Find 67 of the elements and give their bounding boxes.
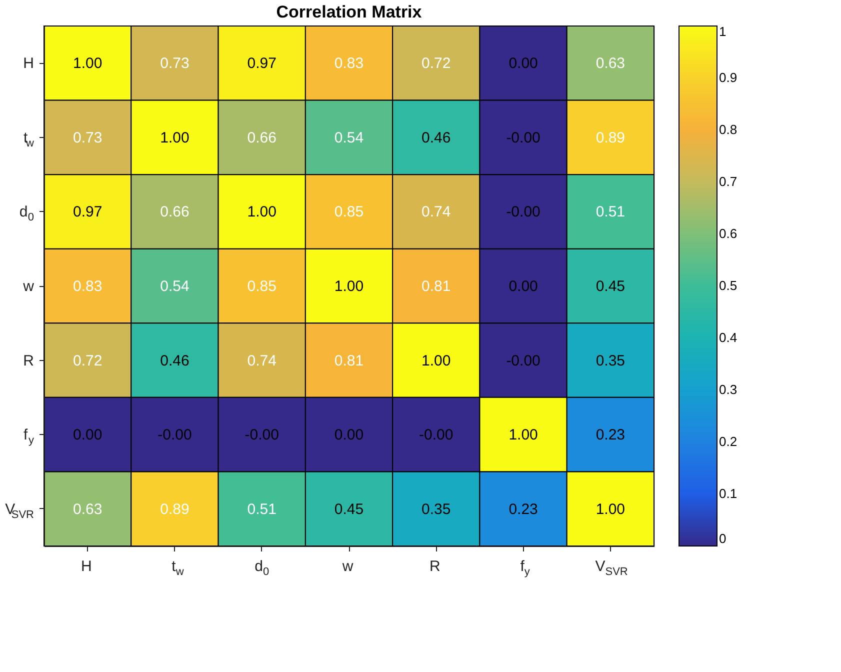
data-label: -0.00	[506, 204, 540, 221]
data-label: 1.00	[422, 352, 451, 370]
color-bar-label: 0.9	[719, 70, 738, 85]
color-bar-label: 0.2	[719, 434, 738, 449]
data-label: -0.00	[506, 129, 540, 146]
data-label: 0.00	[72, 426, 102, 444]
data-label: 0.46	[160, 352, 190, 370]
color-bar-label: 1	[719, 24, 726, 39]
data-label: 0.51	[596, 204, 626, 221]
data-label: 0.81	[334, 352, 364, 370]
y-tick-label: w	[22, 278, 34, 295]
data-label: 0.45	[596, 278, 626, 295]
data-label: 0.74	[422, 204, 451, 221]
data-label: 0.89	[596, 129, 626, 146]
data-label: 0.83	[334, 55, 364, 72]
data-label: 0.23	[508, 500, 538, 518]
data-label: 1.00	[160, 129, 190, 146]
data-label: 0.85	[334, 204, 364, 221]
data-label: -0.00	[158, 426, 192, 444]
color-bar-label: 0.3	[719, 382, 738, 397]
data-label: 0.85	[247, 278, 276, 295]
color-bar-label: 0.6	[719, 226, 738, 241]
color-bar-label: 0.8	[719, 122, 738, 137]
data-label: 0.97	[247, 55, 276, 72]
data-label: 1.00	[247, 204, 276, 221]
data-label: 0.00	[334, 426, 364, 444]
y-tick-label: R	[23, 352, 34, 370]
data-label: 0.73	[72, 129, 102, 146]
data-label: 0.63	[72, 500, 102, 518]
data-label: 0.66	[247, 129, 276, 146]
data-label: 0.66	[160, 204, 190, 221]
data-label: 0.73	[160, 55, 190, 72]
data-label: 0.35	[596, 352, 626, 370]
x-tick-label: R	[430, 558, 441, 575]
y-tick-label: H	[23, 55, 34, 72]
color-bar-label: 0.7	[719, 174, 738, 189]
data-label: 0.00	[508, 278, 538, 295]
color-bar-label: 0.4	[719, 330, 738, 345]
data-label: 0.81	[422, 278, 451, 295]
data-label: 0.45	[334, 500, 364, 518]
data-label: 0.23	[596, 426, 626, 444]
data-label: 0.54	[160, 278, 190, 295]
data-label: 0.89	[160, 500, 190, 518]
data-label: 0.83	[72, 278, 102, 295]
data-label: 1.00	[72, 55, 102, 72]
x-tick-label: w	[341, 558, 354, 575]
data-label: 0.00	[508, 55, 538, 72]
data-label: -0.00	[244, 426, 279, 444]
data-label: 0.35	[422, 500, 451, 518]
data-label: 1.00	[508, 426, 538, 444]
data-label: 1.00	[596, 500, 626, 518]
x-tick-label: H	[80, 558, 92, 575]
data-label: 0.74	[247, 352, 276, 370]
data-label: 0.72	[72, 352, 102, 370]
data-label: 0.72	[422, 55, 451, 72]
color-bar-label: 0	[719, 531, 726, 546]
data-label: -0.00	[506, 352, 540, 370]
data-label: 0.97	[72, 204, 102, 221]
color-bar-label: 0.1	[719, 486, 738, 501]
data-label: 0.54	[334, 129, 364, 146]
data-label: 0.51	[247, 500, 276, 518]
chart-title: Correlation Matrix	[276, 2, 422, 22]
data-label: 1.00	[334, 278, 364, 295]
data-label: -0.00	[419, 426, 454, 444]
data-label: 0.63	[596, 55, 626, 72]
data-label: 0.46	[422, 129, 451, 146]
color-bar-label: 0.5	[719, 278, 738, 293]
